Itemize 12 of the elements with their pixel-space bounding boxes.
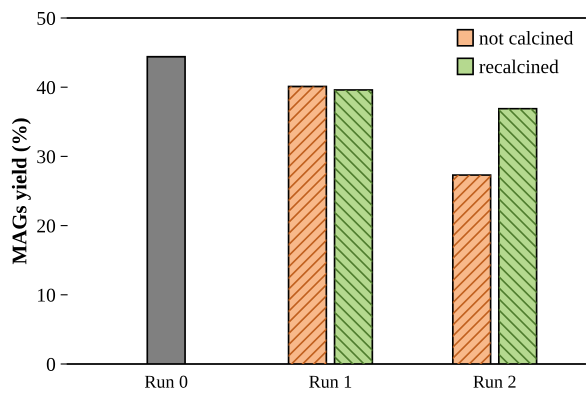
y-tick-label: 40 bbox=[36, 81, 56, 94]
y-tick-label: 0 bbox=[46, 358, 56, 371]
y-tick-label: 20 bbox=[37, 219, 56, 233]
x-tick-label: Run 0 bbox=[144, 376, 188, 388]
y-tick-label: 30 bbox=[37, 150, 56, 164]
y-axis-title: MAGs yield (%) bbox=[12, 118, 31, 264]
x-tick-label: Run 2 bbox=[473, 376, 516, 388]
legend-label: recalcined bbox=[479, 60, 559, 74]
x-tick-label: Run 1 bbox=[309, 376, 352, 388]
y-tick-label: 10 bbox=[38, 288, 56, 302]
legend-label: not calcined bbox=[479, 30, 574, 45]
y-tick-label: 50 bbox=[38, 12, 56, 25]
